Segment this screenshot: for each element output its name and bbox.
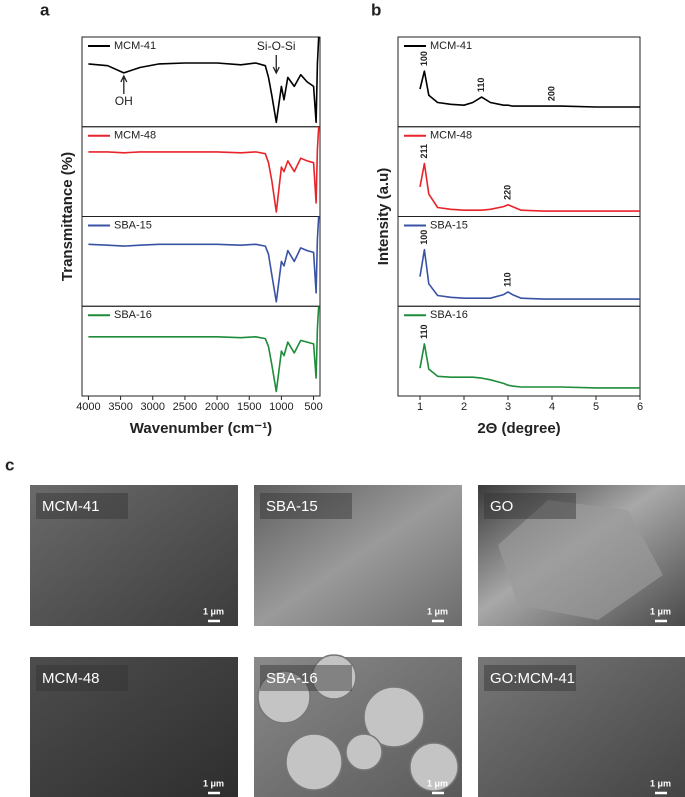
panel-label: b (371, 0, 381, 19)
scale-bar-label: 1 μm (203, 778, 224, 788)
label-backdrop (36, 665, 128, 691)
legend-label: SBA-16 (430, 309, 468, 321)
peak-label: 110 (419, 324, 429, 339)
series-line (88, 126, 320, 213)
x-tick-label: 500 (304, 401, 322, 413)
annotation: OH (115, 94, 133, 108)
sphere (257, 670, 311, 724)
sphere (311, 654, 357, 700)
sphere (285, 733, 343, 791)
x-tick-label: 2500 (173, 401, 197, 413)
y-axis-label: Transmittance (%) (59, 152, 76, 281)
y-axis-label: Intensity (a.u) (375, 168, 392, 266)
sem-image (478, 657, 685, 797)
series-line (419, 70, 640, 108)
label-backdrop (260, 665, 352, 691)
series-line (419, 162, 640, 212)
x-tick-label: 1 (417, 401, 423, 413)
panel-label: c (5, 455, 14, 474)
x-axis-label: 2Θ (degree) (477, 420, 560, 437)
subpanel-frame (81, 305, 321, 397)
x-tick-label: 2000 (205, 401, 229, 413)
legend-label: SBA-15 (114, 219, 152, 231)
image-label: SBA-16 (266, 670, 318, 687)
peak-label: 100 (419, 230, 429, 245)
x-tick-label: 3 (505, 401, 511, 413)
series-line (88, 36, 320, 124)
x-tick-label: 1500 (237, 401, 261, 413)
sem-image (254, 485, 462, 626)
legend-label: MCM-41 (430, 40, 472, 52)
sem-image (30, 485, 238, 626)
x-tick-label: 3000 (141, 401, 165, 413)
scale-bar-label: 1 μm (427, 778, 448, 788)
series-line (88, 306, 320, 393)
arrow (120, 74, 128, 94)
x-tick-label: 2 (461, 401, 467, 413)
image-label: GO (490, 498, 513, 515)
image-label: MCM-48 (42, 670, 100, 687)
scale-bar-label: 1 μm (427, 606, 448, 616)
peak-label: 100 (419, 51, 429, 66)
scale-bar-label: 1 μm (650, 606, 671, 616)
scale-bar-label: 1 μm (650, 778, 671, 788)
label-backdrop (36, 493, 128, 519)
peak-label: 211 (419, 144, 429, 159)
arrow (272, 55, 280, 75)
peak-label: 220 (502, 185, 512, 200)
label-backdrop (260, 493, 352, 519)
legend-label: SBA-16 (114, 309, 152, 321)
legend-label: MCM-41 (114, 40, 156, 52)
x-tick-label: 3500 (108, 401, 132, 413)
series-line (88, 216, 320, 303)
peak-label: 110 (476, 78, 486, 93)
image-label: GO:MCM-41 (490, 670, 575, 687)
image-label: MCM-41 (42, 498, 100, 515)
label-backdrop (484, 493, 576, 519)
scale-bar-label: 1 μm (203, 606, 224, 616)
series-line (419, 248, 640, 300)
sphere (363, 686, 425, 748)
sem-image (30, 657, 238, 797)
x-tick-label: 5 (593, 401, 599, 413)
x-tick-label: 1000 (269, 401, 293, 413)
x-tick-label: 4 (549, 401, 555, 413)
particle (498, 500, 663, 620)
legend-label: MCM-48 (430, 130, 472, 142)
annotation: Si-O-Si (257, 39, 296, 53)
x-tick-label: 6 (637, 401, 643, 413)
series-line (419, 343, 640, 389)
subpanel-frame (397, 305, 641, 397)
x-axis-label: Wavenumber (cm⁻¹) (130, 420, 272, 437)
label-backdrop (484, 665, 576, 691)
panel-label: a (40, 0, 50, 19)
peak-label: 200 (546, 86, 556, 101)
legend-label: SBA-15 (430, 219, 468, 231)
peak-label: 110 (502, 272, 512, 287)
sphere (345, 733, 383, 771)
image-label: SBA-15 (266, 498, 318, 515)
sphere (409, 742, 459, 792)
x-tick-label: 4000 (76, 401, 100, 413)
legend-label: MCM-48 (114, 130, 156, 142)
